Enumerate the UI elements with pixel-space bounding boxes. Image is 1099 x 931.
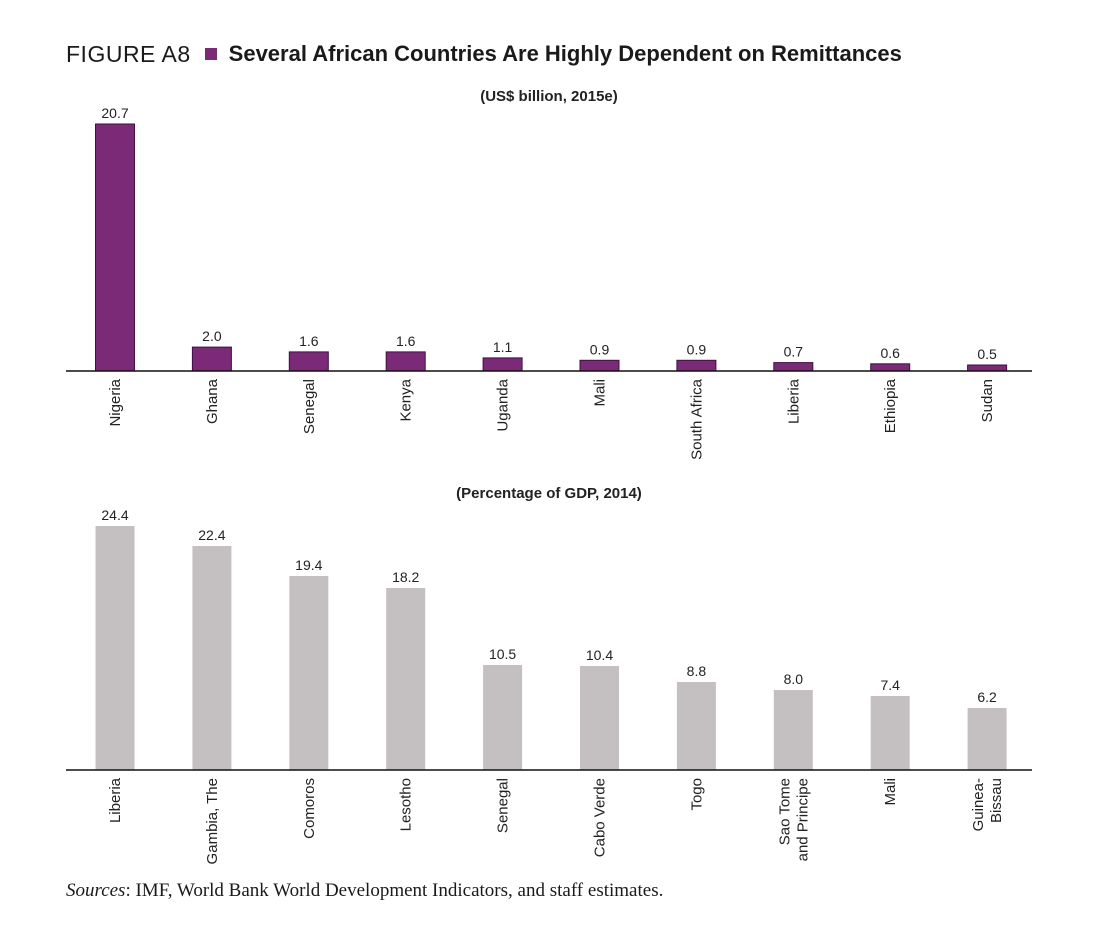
value-label: 18.2	[392, 569, 419, 585]
category-label-line: Uganda	[495, 378, 512, 431]
bar	[483, 665, 523, 770]
bar	[95, 526, 135, 770]
bar	[192, 546, 232, 770]
category-label-line: Comoros	[301, 778, 318, 839]
bar	[386, 588, 426, 770]
category-label: Uganda	[495, 378, 512, 431]
category-label-line: Cabo Verde	[592, 778, 609, 857]
value-label: 8.0	[784, 671, 804, 687]
value-label: 1.1	[493, 339, 513, 355]
category-label: Sao Tomeand Principe	[776, 778, 811, 861]
category-label-line: Gambia, The	[204, 778, 221, 864]
value-label: 19.4	[295, 557, 322, 573]
bar	[579, 359, 620, 372]
category-label-line: Nigeria	[107, 378, 124, 426]
value-label: 2.0	[202, 328, 222, 344]
bar	[385, 351, 426, 372]
value-label: 0.6	[880, 345, 900, 361]
bar	[288, 351, 329, 372]
category-label-line: South Africa	[688, 378, 705, 460]
category-label: Cabo Verde	[592, 778, 609, 857]
figure-label: FIGURE A8	[66, 40, 191, 67]
category-label: Sudan	[979, 379, 996, 422]
category-label: Senegal	[301, 379, 318, 434]
bar	[870, 363, 911, 372]
category-label-line: Senegal	[301, 379, 318, 434]
category-label: Guinea-Bissau	[970, 778, 1005, 831]
category-label: South Africa	[688, 378, 705, 460]
bar	[676, 359, 717, 372]
value-label: 1.6	[299, 333, 319, 349]
category-label: Liberia	[107, 777, 124, 823]
value-label: 1.6	[396, 333, 416, 349]
category-label: Mali	[882, 778, 899, 806]
category-label: Ghana	[204, 378, 221, 424]
category-label-line: Senegal	[495, 778, 512, 833]
value-label: 6.2	[977, 689, 997, 705]
category-label-line: Guinea-	[970, 778, 987, 831]
category-label-line: Sao Tome	[776, 778, 793, 845]
value-label: 24.4	[101, 507, 128, 523]
value-label: 0.5	[977, 346, 997, 362]
category-label-line: and Principe	[794, 778, 811, 861]
category-label: Senegal	[495, 778, 512, 833]
category-label: Mali	[592, 379, 609, 407]
bar	[773, 690, 813, 770]
chart-subtitle: (Percentage of GDP, 2014)	[456, 485, 642, 502]
value-label: 22.4	[198, 527, 225, 543]
bar	[191, 346, 232, 372]
category-label: Kenya	[398, 378, 415, 421]
chart-panel-1: (US$ billion, 2015e) 20.7 Nigeria 2.0 Ghana 1…	[66, 88, 1032, 460]
bar	[773, 362, 814, 372]
category-label: Comoros	[301, 778, 318, 839]
category-label-line: Togo	[688, 778, 705, 811]
category-label-line: Kenya	[398, 378, 415, 421]
category-label: Liberia	[785, 378, 802, 424]
category-label: Lesotho	[398, 778, 415, 831]
category-label: Togo	[688, 778, 705, 811]
category-label-line: Mali	[592, 379, 609, 407]
bar	[580, 666, 619, 770]
bar	[967, 708, 1007, 770]
value-label: 10.4	[586, 647, 613, 663]
category-label-line: Bissau	[988, 778, 1005, 823]
bar	[482, 357, 523, 372]
category-label-line: Ethiopia	[882, 378, 899, 433]
bar	[676, 682, 716, 770]
sources-text: : IMF, World Bank World Development Indi…	[125, 880, 664, 901]
sources-label: Sources	[66, 880, 126, 901]
category-label: Ethiopia	[882, 378, 899, 433]
bar	[95, 123, 135, 372]
value-label: 20.7	[101, 105, 128, 121]
value-label: 0.9	[590, 341, 610, 357]
figure-header: FIGURE A8 Several African Countries Are …	[66, 38, 902, 70]
category-label-line: Mali	[882, 778, 899, 806]
value-label: 0.7	[784, 344, 804, 360]
category-label-line: Liberia	[785, 378, 802, 424]
sources-note: Sources: IMF, World Bank World Developme…	[66, 880, 663, 902]
value-label: 10.5	[489, 646, 516, 662]
bar	[967, 364, 1008, 372]
value-label: 0.9	[687, 341, 707, 357]
category-label-line: Ghana	[204, 378, 221, 424]
chart-panel-2: (Percentage of GDP, 2014) 24.4 Liberia 22.4…	[66, 485, 1032, 864]
value-label: 8.8	[687, 663, 707, 679]
category-label-line: Liberia	[107, 777, 124, 823]
value-label: 7.4	[880, 677, 900, 693]
bar	[289, 576, 329, 770]
category-label-line: Lesotho	[398, 778, 415, 831]
title-square-icon	[204, 48, 217, 60]
category-label: Nigeria	[107, 378, 124, 426]
category-label-line: Sudan	[979, 379, 996, 422]
bar	[870, 696, 910, 770]
chart-subtitle: (US$ billion, 2015e)	[480, 88, 618, 105]
category-label: Gambia, The	[204, 778, 221, 864]
figure-title: Several African Countries Are Highly Dep…	[228, 41, 902, 66]
